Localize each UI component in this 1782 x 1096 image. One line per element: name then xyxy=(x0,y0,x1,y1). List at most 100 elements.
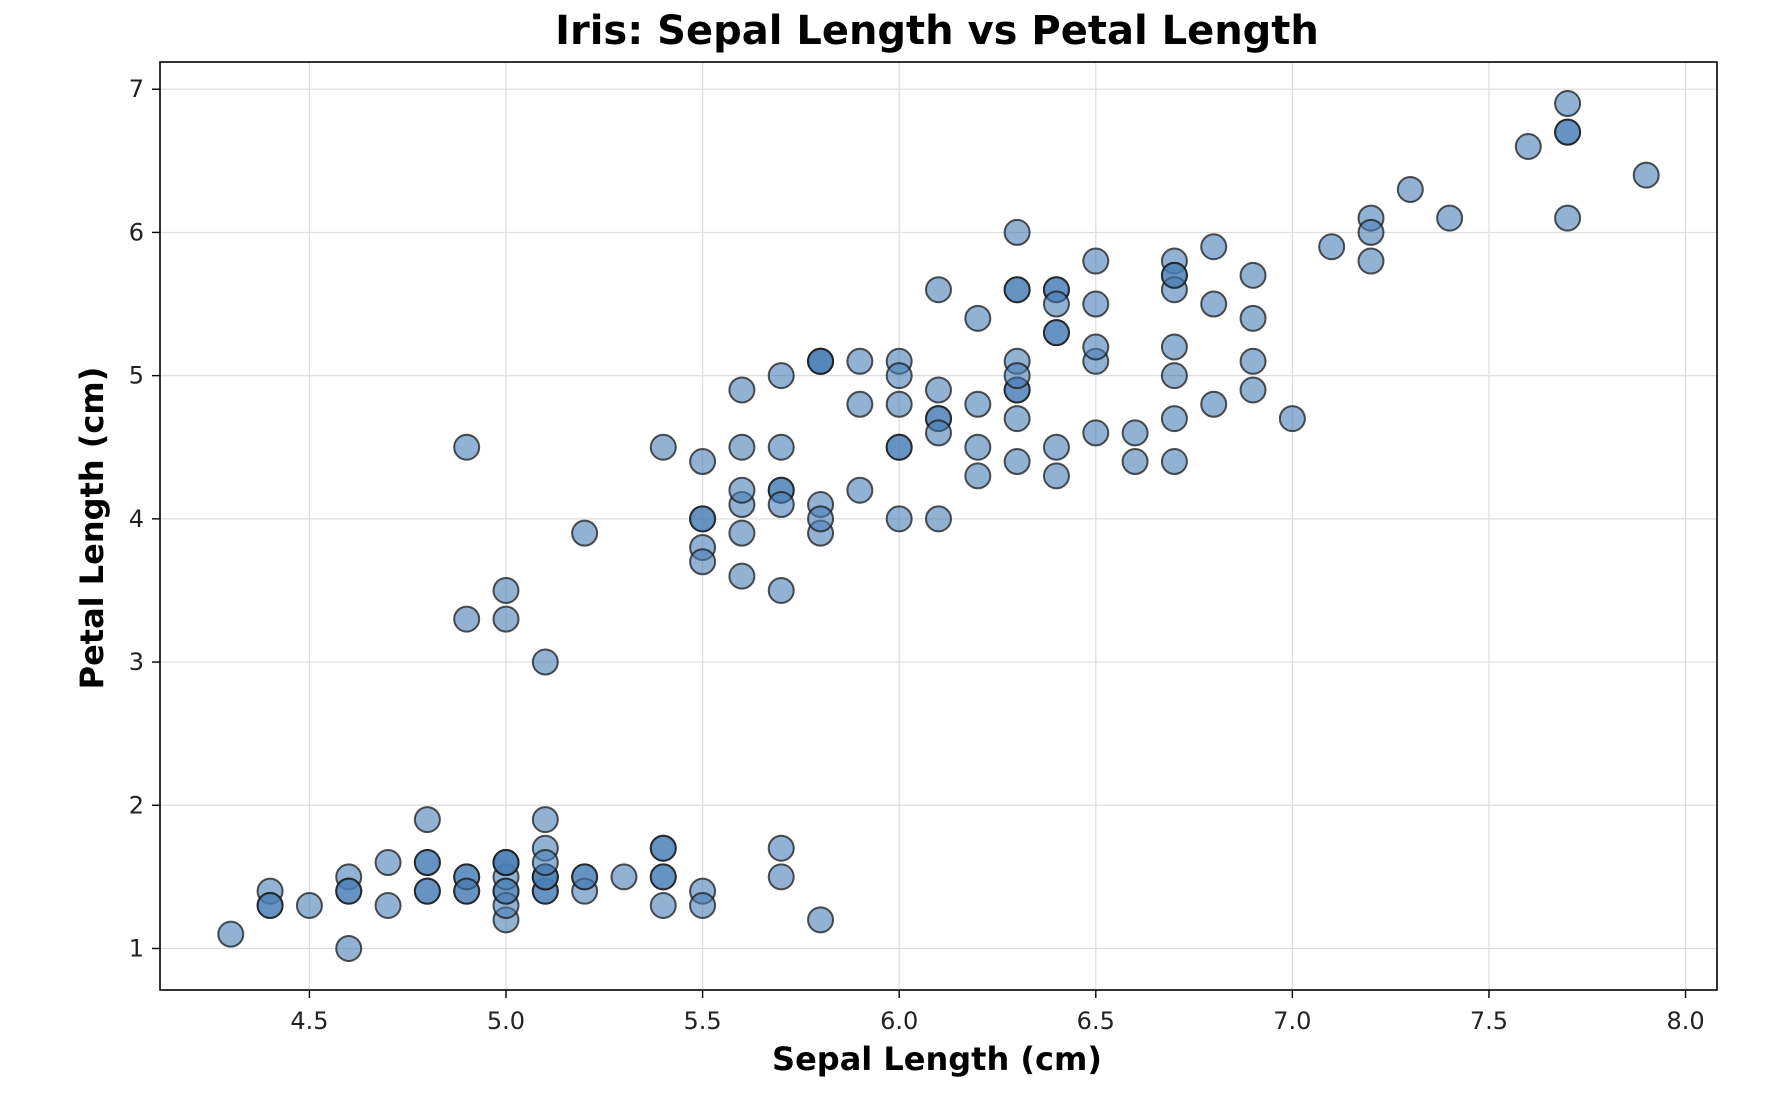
y-tick-label: 2 xyxy=(129,791,144,819)
data-point xyxy=(767,834,795,862)
data-point xyxy=(295,892,323,920)
data-point xyxy=(1042,462,1070,490)
data-point xyxy=(1082,247,1110,275)
data-point xyxy=(1554,118,1582,146)
data-point xyxy=(374,892,402,920)
x-tick-label: 5.0 xyxy=(487,1007,525,1035)
data-point xyxy=(767,863,795,891)
x-axis-ticks: 4.5 5.0 5.5 6.0 6.5 7.0 7.5 8.0 xyxy=(290,990,1705,1035)
data-point xyxy=(1239,376,1267,404)
data-point xyxy=(767,433,795,461)
y-axis-ticks: 1 2 3 4 5 6 7 xyxy=(129,75,160,962)
data-point xyxy=(1554,90,1582,118)
data-point xyxy=(885,505,913,533)
data-point xyxy=(885,390,913,418)
data-point xyxy=(1121,419,1149,447)
data-point xyxy=(1160,405,1188,433)
data-point xyxy=(335,877,363,905)
data-point xyxy=(925,276,952,304)
data-point xyxy=(964,304,992,332)
data-point xyxy=(728,519,756,547)
data-point xyxy=(1436,204,1464,232)
data-point xyxy=(1239,304,1267,332)
data-point xyxy=(610,863,638,891)
data-point xyxy=(571,863,599,891)
data-point xyxy=(492,605,520,633)
data-point xyxy=(571,519,599,547)
data-point xyxy=(885,362,913,390)
data-point xyxy=(1082,290,1110,318)
data-point xyxy=(1042,319,1070,347)
data-point xyxy=(413,849,441,877)
data-point xyxy=(649,834,677,862)
y-tick-label: 4 xyxy=(129,505,144,533)
y-tick-label: 6 xyxy=(129,218,144,246)
data-point xyxy=(1003,448,1031,476)
data-point xyxy=(689,505,717,533)
y-axis-label: Petal Length (cm) xyxy=(73,367,111,690)
data-point xyxy=(256,892,284,920)
data-point xyxy=(925,376,952,404)
y-tick-label: 5 xyxy=(129,362,144,390)
data-point xyxy=(649,892,677,920)
data-point xyxy=(1003,362,1031,390)
data-point xyxy=(1396,175,1424,203)
data-point xyxy=(689,892,717,920)
data-point xyxy=(453,877,481,905)
x-tick-label: 7.5 xyxy=(1470,1007,1508,1035)
data-point xyxy=(689,548,717,576)
x-tick-label: 5.5 xyxy=(684,1007,722,1035)
data-point xyxy=(807,505,835,533)
x-tick-label: 6.5 xyxy=(1077,1007,1115,1035)
data-point xyxy=(531,648,559,676)
data-point xyxy=(1200,290,1228,318)
data-point xyxy=(846,390,874,418)
data-point xyxy=(492,877,520,905)
data-point xyxy=(767,576,795,604)
x-axis-label: Sepal Length (cm) xyxy=(772,1040,1102,1078)
data-point xyxy=(217,920,245,948)
data-point xyxy=(335,934,363,962)
data-point xyxy=(728,562,756,590)
data-point xyxy=(1160,333,1188,361)
data-point xyxy=(492,576,520,604)
x-tick-label: 8.0 xyxy=(1666,1007,1704,1035)
data-point xyxy=(1318,233,1346,261)
data-point xyxy=(1357,218,1385,246)
data-point xyxy=(413,806,441,834)
x-tick-label: 4.5 xyxy=(290,1007,328,1035)
data-point xyxy=(1003,218,1031,246)
data-point xyxy=(807,347,835,375)
data-point xyxy=(1121,448,1149,476)
x-tick-label: 6.0 xyxy=(880,1007,918,1035)
x-tick-label: 7.0 xyxy=(1273,1007,1311,1035)
data-point xyxy=(728,476,756,504)
data-point xyxy=(1160,448,1188,476)
chart-title: Iris: Sepal Length vs Petal Length xyxy=(555,8,1319,54)
data-point xyxy=(453,605,481,633)
data-point xyxy=(807,906,835,934)
data-point xyxy=(964,390,992,418)
data-point xyxy=(964,433,992,461)
data-point xyxy=(728,376,756,404)
data-point xyxy=(846,476,874,504)
data-point xyxy=(1200,233,1228,261)
data-point xyxy=(1239,347,1267,375)
data-point xyxy=(1632,161,1660,189)
data-point xyxy=(1554,204,1582,232)
data-point xyxy=(453,433,481,461)
data-point xyxy=(846,347,874,375)
data-point xyxy=(1003,276,1031,304)
data-point xyxy=(885,433,913,461)
data-point xyxy=(767,491,795,519)
data-point xyxy=(1042,433,1070,461)
y-tick-label: 3 xyxy=(129,648,144,676)
data-point xyxy=(1278,405,1306,433)
data-point xyxy=(413,877,441,905)
data-point xyxy=(492,849,520,877)
data-point xyxy=(925,419,952,447)
grid xyxy=(160,62,1717,990)
data-point xyxy=(374,849,402,877)
data-point xyxy=(649,863,677,891)
